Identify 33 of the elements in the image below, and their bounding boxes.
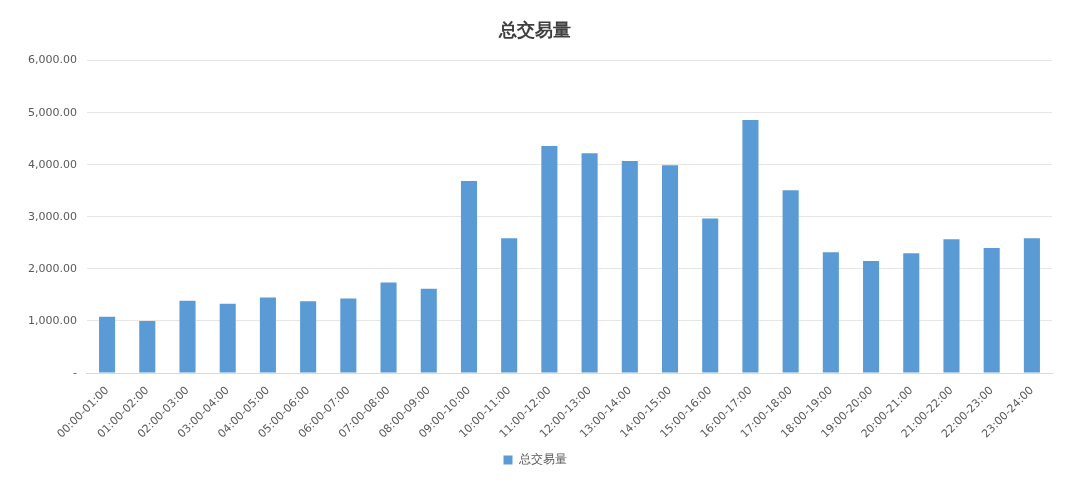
- bar: [541, 146, 558, 373]
- bar: [340, 298, 357, 373]
- bar: [621, 161, 638, 373]
- legend-label: 总交易量: [517, 452, 567, 467]
- bar: [460, 180, 478, 373]
- bar: [863, 261, 880, 373]
- y-tick-label: 4,000.00: [28, 157, 77, 171]
- bar: [661, 165, 679, 373]
- bar: [782, 190, 799, 373]
- bar: [742, 119, 759, 373]
- bar: [179, 300, 196, 373]
- y-tick-label: 2,000.00: [28, 261, 77, 275]
- y-tick-label: 1,000.00: [28, 313, 77, 327]
- bar: [943, 239, 960, 373]
- bar: [983, 248, 1000, 373]
- chart-title: 总交易量: [498, 19, 571, 41]
- bar: [259, 297, 276, 373]
- y-tick-label: 6,000.00: [28, 53, 77, 67]
- y-tick-label: 5,000.00: [28, 105, 77, 119]
- bar: [1023, 238, 1040, 373]
- bar: [380, 282, 397, 373]
- bar: [702, 218, 719, 373]
- bar: [903, 253, 920, 373]
- bar: [300, 301, 317, 373]
- y-tick-label: -: [73, 365, 77, 379]
- bar: [822, 252, 839, 373]
- bar: [581, 153, 598, 373]
- bar: [420, 288, 437, 373]
- bar: [99, 316, 116, 373]
- bar: [219, 303, 236, 373]
- bar: [139, 320, 156, 373]
- y-tick-label: 3,000.00: [28, 209, 77, 223]
- bar: [501, 238, 518, 373]
